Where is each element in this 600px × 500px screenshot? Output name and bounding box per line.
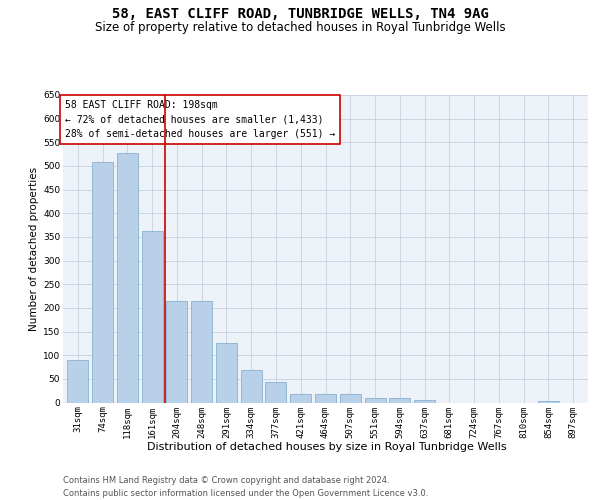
Bar bbox=[142, 231, 163, 402]
Bar bbox=[365, 398, 386, 402]
Bar bbox=[414, 400, 435, 402]
Bar bbox=[538, 401, 559, 402]
Bar bbox=[265, 382, 286, 402]
Bar bbox=[92, 162, 113, 402]
Bar bbox=[241, 370, 262, 402]
Bar bbox=[191, 301, 212, 402]
Bar bbox=[389, 398, 410, 402]
Text: Distribution of detached houses by size in Royal Tunbridge Wells: Distribution of detached houses by size … bbox=[147, 442, 507, 452]
Bar bbox=[117, 152, 138, 402]
Bar bbox=[67, 360, 88, 403]
Bar bbox=[290, 394, 311, 402]
Y-axis label: Number of detached properties: Number of detached properties bbox=[29, 166, 39, 331]
Bar bbox=[340, 394, 361, 402]
Text: 58, EAST CLIFF ROAD, TUNBRIDGE WELLS, TN4 9AG: 58, EAST CLIFF ROAD, TUNBRIDGE WELLS, TN… bbox=[112, 8, 488, 22]
Text: Contains HM Land Registry data © Crown copyright and database right 2024.
Contai: Contains HM Land Registry data © Crown c… bbox=[63, 476, 428, 498]
Bar bbox=[315, 394, 336, 402]
Bar bbox=[216, 344, 237, 402]
Bar bbox=[166, 301, 187, 402]
Text: Size of property relative to detached houses in Royal Tunbridge Wells: Size of property relative to detached ho… bbox=[95, 21, 505, 34]
Text: 58 EAST CLIFF ROAD: 198sqm
← 72% of detached houses are smaller (1,433)
28% of s: 58 EAST CLIFF ROAD: 198sqm ← 72% of deta… bbox=[65, 100, 335, 139]
